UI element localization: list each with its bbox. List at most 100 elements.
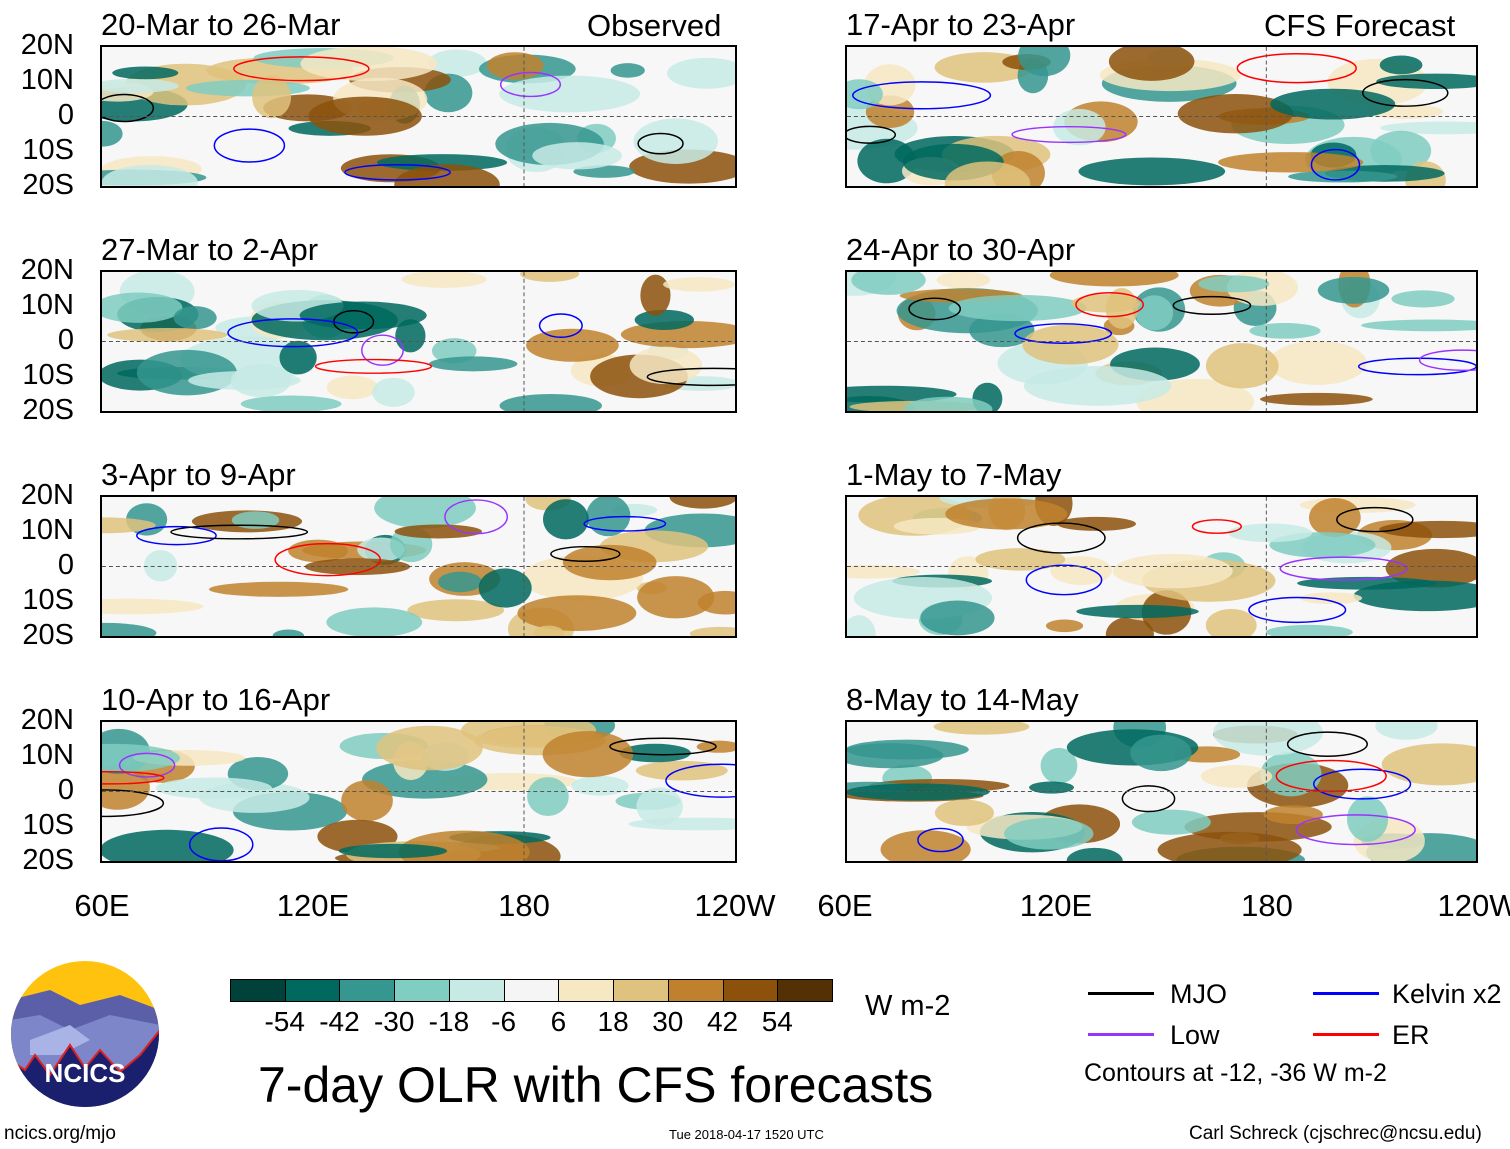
olr-anomaly-blob — [1157, 831, 1302, 861]
lon-tick: 60E — [74, 888, 130, 923]
olr-anomaly-blob — [637, 576, 715, 619]
footer-timestamp: Tue 2018-04-17 1520 UTC — [669, 1127, 824, 1142]
olr-map-panel — [100, 495, 737, 638]
olr-anomaly-blob — [395, 319, 426, 353]
olr-anomaly-blob — [1177, 93, 1294, 134]
wave-contour — [1025, 564, 1103, 596]
legend-kelvin: Kelvin x2 — [1392, 979, 1502, 1009]
panel-title: 10-Apr to 16-Apr — [101, 682, 331, 717]
olr-anomaly-blob — [1263, 805, 1323, 825]
lon-tick: 120W — [694, 888, 776, 923]
olr-anomaly-blob — [1300, 592, 1363, 605]
olr-map-panel — [845, 495, 1478, 638]
olr-anomaly-blob — [936, 272, 991, 289]
olr-anomaly-blob — [851, 272, 926, 295]
olr-anomaly-blob — [499, 394, 602, 411]
olr-anomaly-blob — [341, 780, 393, 822]
olr-anomaly-blob — [308, 96, 422, 136]
wave-contour — [1418, 349, 1476, 372]
olr-map-panel — [100, 270, 737, 413]
wave-contour — [1310, 148, 1361, 181]
colorbar-swatch — [339, 979, 396, 1002]
wave-contour — [908, 297, 962, 321]
colorbar-swatch — [777, 979, 833, 1002]
wave-contour — [1279, 556, 1408, 581]
olr-anomaly-blob — [1078, 157, 1226, 186]
olr-anomaly-blob — [689, 626, 735, 636]
olr-anomaly-blob — [1346, 796, 1389, 842]
wave-contour — [1275, 759, 1387, 793]
lat-tick: 10N — [20, 289, 74, 321]
wave-contour — [444, 499, 509, 535]
olr-anomaly-blob — [338, 843, 448, 859]
footer-url[interactable]: ncics.org/mjo — [4, 1123, 116, 1144]
wave-contour — [847, 125, 897, 144]
olr-anomaly-blob — [610, 63, 645, 78]
olr-anomaly-blob — [629, 346, 703, 385]
wave-contour — [233, 56, 370, 82]
olr-anomaly-blob — [429, 356, 518, 372]
wave-contour — [227, 318, 359, 348]
olr-anomaly-blob — [1066, 847, 1123, 861]
colorbar-label: 18 — [597, 1006, 629, 1037]
lat-tick: 20N — [20, 479, 74, 511]
olr-anomaly-blob — [1018, 47, 1071, 77]
lat-tick: 10N — [20, 739, 74, 771]
colorbar-swatch — [230, 979, 286, 1002]
olr-anomaly-blob — [1361, 319, 1476, 332]
colorbar-label: -54 — [264, 1006, 305, 1037]
er-line-swatch — [1313, 1033, 1379, 1036]
wave-contour — [102, 771, 165, 785]
olr-anomaly-blob — [1131, 809, 1211, 835]
olr-anomaly-blob — [304, 558, 411, 576]
olr-map-panel — [845, 720, 1478, 863]
olr-anomaly-blob — [102, 517, 156, 534]
wave-contour — [314, 358, 433, 374]
olr-anomaly-blob — [669, 497, 735, 509]
colorbar-swatch — [667, 979, 724, 1002]
olr-anomaly-blob — [1249, 323, 1321, 339]
olr-anomaly-blob — [633, 118, 718, 164]
olr-anomaly-blob — [173, 306, 217, 330]
olr-anomaly-blob — [185, 79, 310, 97]
olr-anomaly-blob — [1056, 516, 1136, 531]
olr-anomaly-blob — [102, 164, 198, 186]
olr-anomaly-blob — [944, 161, 1031, 186]
lon-tick: 120W — [1437, 888, 1510, 923]
olr-anomaly-blob — [1108, 47, 1195, 81]
olr-anomaly-blob — [1385, 548, 1476, 588]
wave-contour — [1191, 519, 1242, 534]
olr-anomaly-blob — [847, 615, 876, 636]
wave-contour — [1075, 292, 1144, 318]
colorbar-swatch — [558, 979, 615, 1002]
cfs-forecast-label: CFS Forecast — [1264, 8, 1456, 43]
lat-tick: 0 — [57, 549, 74, 581]
olr-anomaly-blob — [1004, 817, 1094, 850]
olr-anomaly-blob — [1112, 553, 1233, 589]
olr-anomaly-blob — [437, 571, 483, 593]
olr-anomaly-blob — [920, 600, 995, 636]
lat-tick: 10S — [22, 359, 74, 391]
colorbar-label: 54 — [761, 1006, 793, 1037]
olr-anomaly-blob — [102, 292, 183, 323]
wave-contour — [188, 827, 254, 861]
wave-contour — [1014, 323, 1113, 344]
wave-contour — [170, 524, 309, 540]
wave-contour — [1336, 506, 1414, 533]
panel-title: 27-Mar to 2-Apr — [101, 232, 319, 267]
figure-title: 7-day OLR with CFS forecasts — [258, 1057, 934, 1113]
olr-anomaly-blob — [945, 498, 1068, 530]
olr-anomaly-blob — [1391, 290, 1455, 308]
olr-anomaly-blob — [374, 497, 476, 529]
lat-tick: 20S — [22, 619, 74, 651]
olr-anomaly-blob — [857, 138, 917, 184]
wave-contour — [1236, 53, 1357, 84]
olr-anomaly-blob — [112, 66, 179, 80]
olr-anomaly-blob — [619, 743, 691, 763]
olr-map-panel — [845, 45, 1478, 188]
olr-anomaly-blob — [1198, 275, 1270, 293]
lon-tick: 180 — [498, 888, 550, 923]
colorbar-swatch — [394, 979, 450, 1002]
panel-title: 3-Apr to 9-Apr — [101, 457, 296, 492]
wave-contour — [852, 81, 992, 110]
